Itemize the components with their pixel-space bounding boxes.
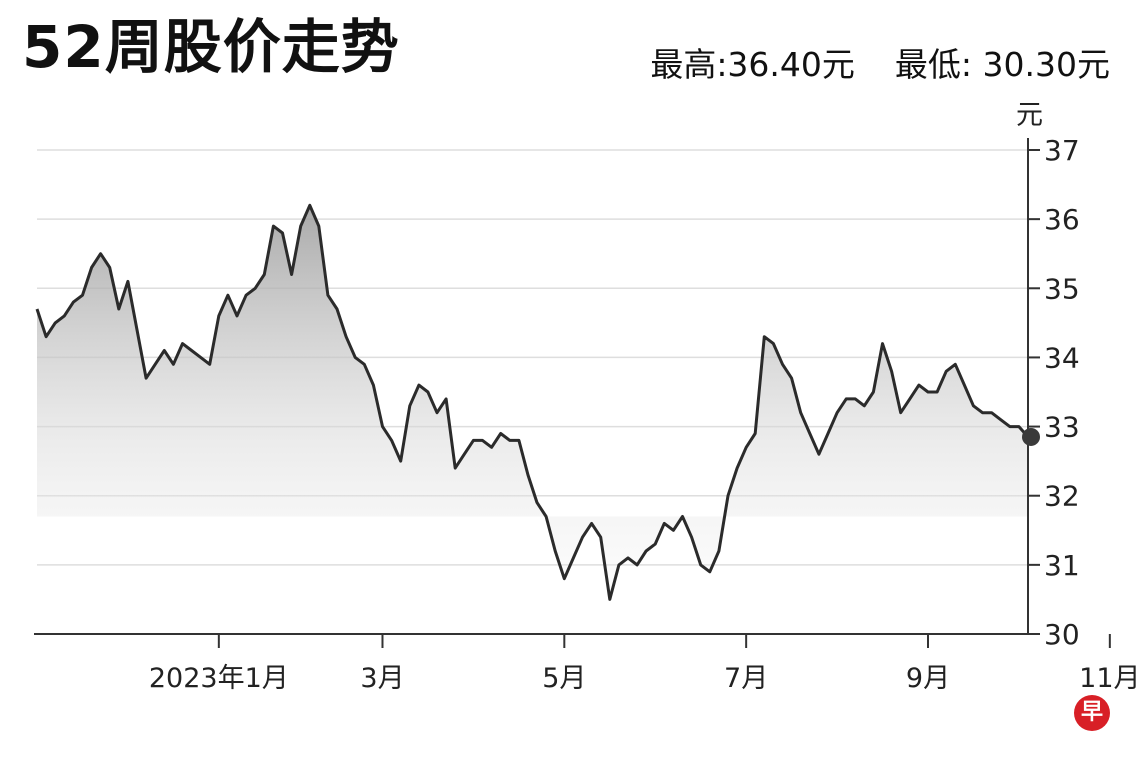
x-tick-label: 2023年1月 (149, 663, 289, 694)
low-price-label: 最低: 30.30元 (894, 45, 1110, 84)
price-stats: 最高:36.40元 最低: 30.30元 (610, 38, 1110, 86)
y-tick-label: 31 (1044, 549, 1080, 582)
high-price-label: 最高:36.40元 (650, 45, 855, 84)
y-tick-label: 34 (1044, 341, 1080, 374)
zaobao-logo: 早 (1074, 695, 1110, 731)
x-tick-label: 7月 (724, 663, 768, 694)
price-line (35, 203, 1030, 601)
last-price-marker (1022, 427, 1040, 446)
x-tick-label: 11月 (1079, 663, 1140, 694)
y-tick-label: 33 (1044, 411, 1080, 444)
y-axis-unit: 元 (1016, 100, 1043, 131)
y-tick-label: 36 (1044, 203, 1080, 236)
price-area-fill (37, 205, 1028, 600)
y-tick-label: 35 (1044, 272, 1080, 305)
x-axis-ticks: 2023年1月 3月 5月 7月 9月 11月 (149, 634, 1140, 694)
y-tick-label: 30 (1044, 618, 1080, 651)
chart-title: 52周股价走势 (22, 13, 400, 81)
y-tick-label: 37 (1044, 134, 1080, 167)
x-tick-label: 3月 (360, 663, 404, 694)
y-axis-ticks: 30 31 32 33 34 35 36 37 (1028, 134, 1080, 651)
y-tick-label: 32 (1044, 480, 1080, 513)
x-tick-label: 5月 (542, 663, 586, 694)
x-tick-label: 9月 (906, 663, 950, 694)
